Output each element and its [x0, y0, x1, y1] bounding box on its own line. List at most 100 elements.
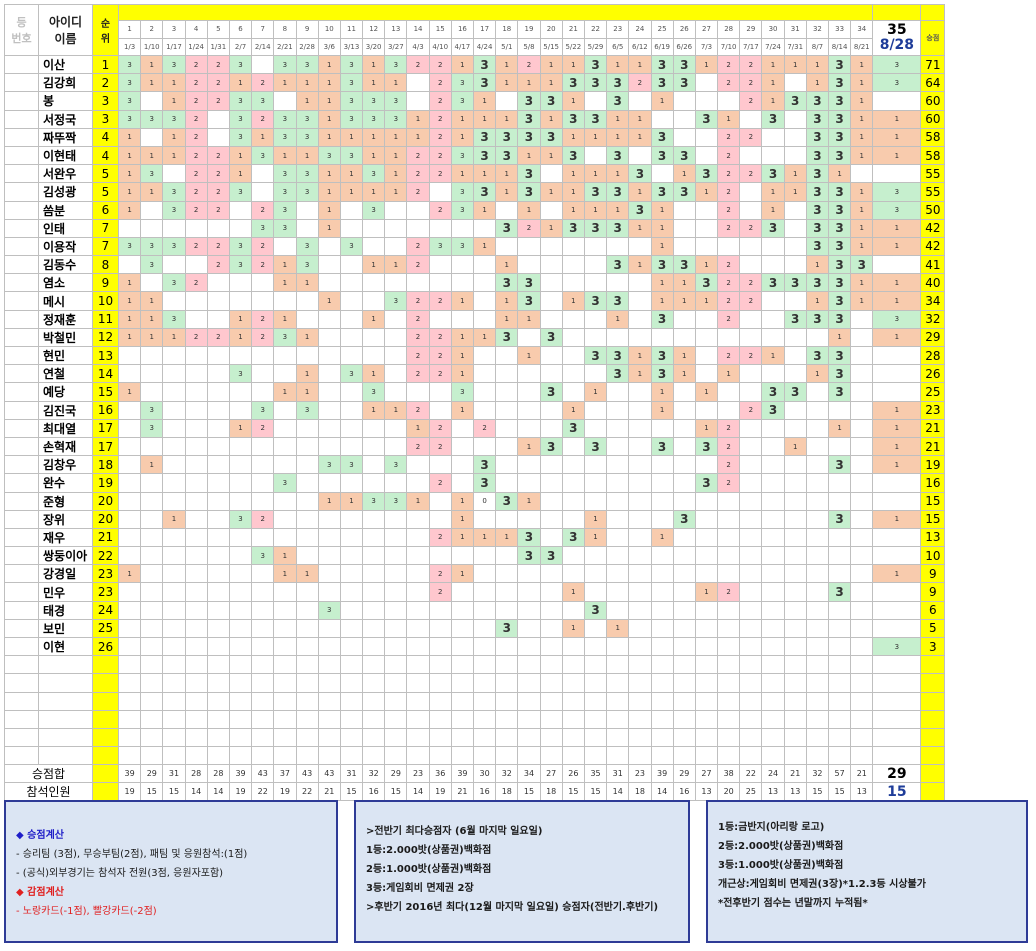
score-cell: 1: [672, 164, 696, 184]
score-cell: [783, 109, 807, 129]
empty-cell: [251, 727, 275, 748]
player-no: [4, 345, 39, 366]
score-cell: [251, 491, 275, 511]
game-date: 3/6: [317, 38, 341, 56]
score-cell: [273, 291, 297, 311]
score-cell: 2: [206, 145, 230, 166]
empty-cell: [4, 709, 39, 729]
empty-cell: [273, 727, 297, 748]
score-cell: 2: [428, 200, 452, 220]
score-cell: [539, 291, 563, 311]
attend-cell: 14: [650, 782, 674, 802]
score-cell: [251, 182, 275, 202]
score-cell: 2: [251, 509, 275, 529]
score-cell: [140, 509, 164, 529]
empty-cell: [539, 727, 563, 748]
score-cell: [140, 546, 164, 566]
empty-cell: [606, 746, 630, 766]
header-yellow-band: [117, 4, 874, 21]
score-cell: [295, 546, 319, 566]
score-cell: [672, 491, 696, 511]
score-cell: [850, 418, 874, 438]
score-cell: [717, 527, 741, 548]
score-cell: [384, 546, 408, 566]
score-cell: [583, 309, 608, 329]
attend-35: 15: [872, 782, 922, 802]
score-cell: 1: [694, 182, 719, 202]
score-cell: [606, 236, 630, 257]
score-cell: [783, 527, 807, 548]
empty-cell: [295, 746, 319, 766]
score-cell: [206, 473, 230, 493]
empty-cell: [517, 746, 541, 766]
score-cell: [850, 527, 874, 548]
score-cell: [228, 218, 253, 238]
score-cell: [783, 236, 807, 257]
sum-rank-blank: [92, 764, 119, 784]
empty-cell: [583, 727, 608, 748]
score-cell: [362, 473, 386, 493]
score-cell: 2: [251, 309, 275, 329]
score-cell: 1: [495, 309, 519, 329]
score-cell: [850, 600, 874, 620]
empty-cell: [384, 746, 408, 766]
score-cell: [561, 546, 585, 566]
score-cell: [517, 382, 541, 402]
score-cell: 1: [406, 491, 430, 511]
score-cell: 3: [295, 164, 319, 184]
empty-cell: [450, 746, 475, 766]
empty-cell: [184, 673, 208, 693]
score-cell: [117, 527, 142, 548]
score-cell: 1: [295, 382, 319, 402]
score-cell: 1: [694, 382, 719, 402]
attend-cell: 18: [628, 782, 652, 802]
score-cell: 1: [362, 54, 386, 75]
score-cell: [362, 436, 386, 457]
score-cell: [140, 364, 164, 384]
empty-row: [4, 655, 946, 675]
player-row: 김성광 5 1 1 3 2 2 3 3 3 1 1 1 1 2 3 3 1 3 1 1 3 3 1 3 3 1 2 1 1 3 3 1 3 55: [4, 182, 946, 202]
score-cell: 1: [273, 546, 297, 566]
empty-cell: [184, 655, 208, 675]
score-cell: 1: [317, 291, 341, 311]
score-cell: [117, 364, 142, 384]
player-name: 짜뚜짝: [38, 127, 93, 147]
score-cell: [583, 564, 608, 584]
prize-line-4: 3등:게임회비 면제권 2장: [366, 883, 474, 894]
score-cell: [273, 418, 297, 438]
score-cell-35: [872, 582, 922, 602]
empty-cell: [783, 746, 807, 766]
score-cell: [628, 527, 652, 548]
score-cell: 3: [228, 509, 253, 529]
player-total: 60: [920, 109, 946, 129]
score-cell: 3: [606, 291, 630, 311]
player-row: 강경일 23 1 1 1 2 1 1 9: [4, 564, 946, 584]
empty-cell: [339, 727, 364, 748]
score-cell: [362, 564, 386, 584]
empty-cell: [472, 691, 497, 711]
score-cell: 3: [583, 345, 608, 366]
score-cell: [650, 546, 674, 566]
empty-cell: [428, 691, 452, 711]
score-cell: [761, 364, 785, 384]
score-cell-35: 1: [872, 564, 922, 584]
player-row: 인태 7 3 3 1 3 2 1 3 3 3 1 1 2 2 3 3 3 1 1 42: [4, 218, 946, 238]
score-cell-35: 1: [872, 455, 922, 475]
score-cell: 3: [517, 546, 541, 566]
score-cell: 2: [428, 364, 452, 384]
game-number: 2: [140, 20, 164, 39]
score-cell: [295, 345, 319, 366]
score-cell: 2: [206, 200, 230, 220]
score-cell: 2: [184, 200, 208, 220]
empty-cell: [761, 746, 785, 766]
score-cell: 1: [117, 273, 142, 293]
score-cell: 3: [339, 364, 364, 384]
game-number: 9: [295, 20, 319, 39]
score-cell: 3: [251, 218, 275, 238]
score-cell: 1: [384, 127, 408, 147]
score-cell: 3: [362, 491, 386, 511]
score-cell-35: 1: [872, 400, 922, 420]
game-date: 2/21: [273, 38, 297, 56]
score-cell: [761, 291, 785, 311]
score-cell: 3: [606, 91, 630, 111]
